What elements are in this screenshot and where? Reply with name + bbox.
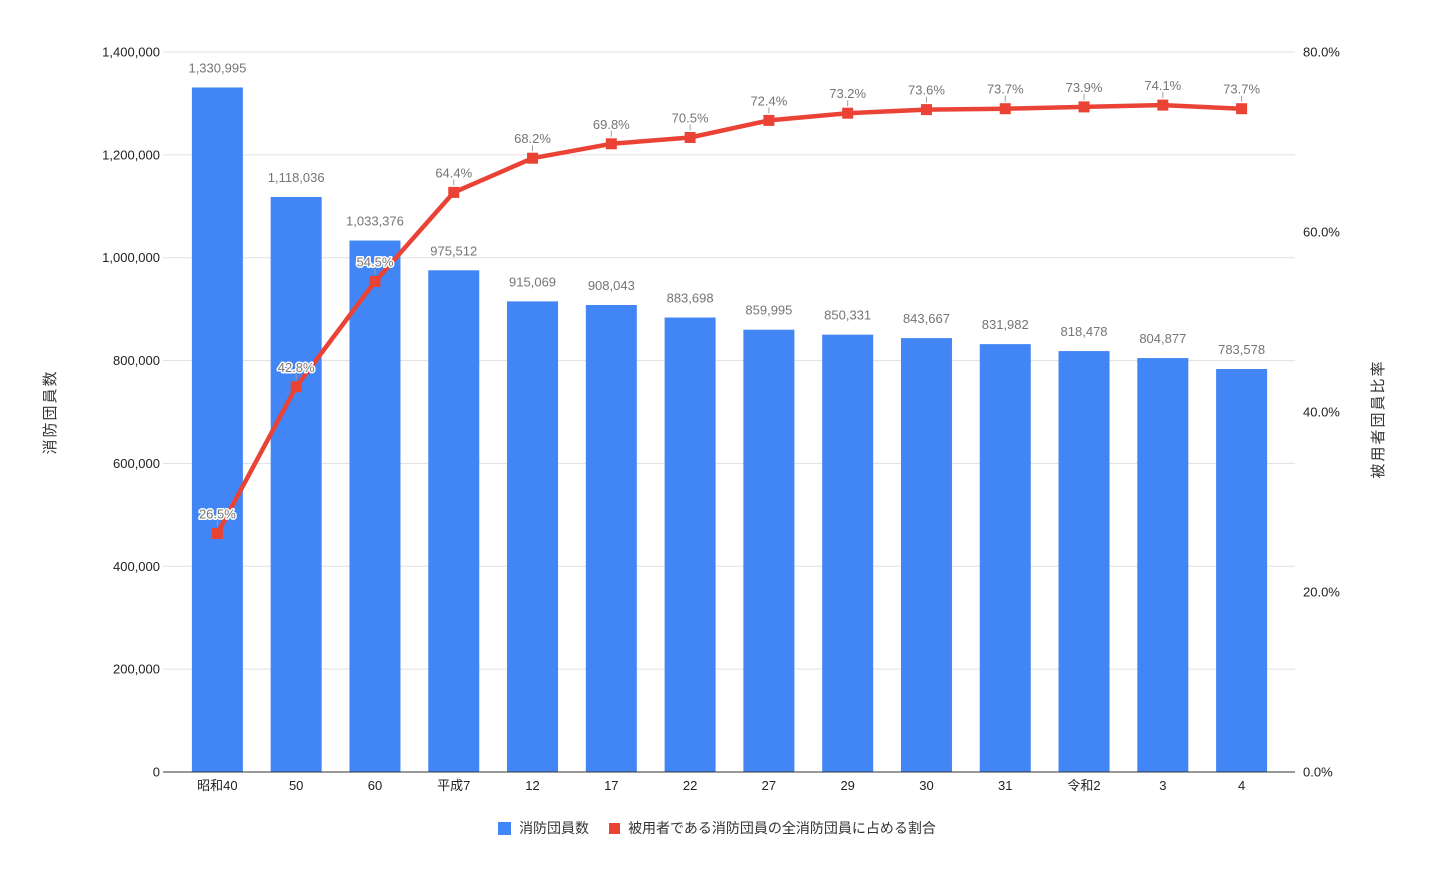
bar-value-label: 1,033,376 bbox=[346, 214, 404, 229]
bar-22 bbox=[664, 317, 716, 772]
bar-令和2 bbox=[1058, 351, 1110, 772]
bar-value-label: 783,578 bbox=[1218, 342, 1265, 357]
bar-平成7 bbox=[428, 270, 480, 772]
line-value-label: 74.1% bbox=[1144, 78, 1181, 93]
legend-item-ratio: 被用者である消防団員の全消防団員に占める割合 bbox=[609, 818, 936, 838]
bar-value-label: 804,877 bbox=[1139, 331, 1186, 346]
line-value-label: 73.9% bbox=[1066, 80, 1103, 95]
line-point-60 bbox=[369, 276, 381, 287]
legend-bar-swatch-icon bbox=[498, 821, 512, 835]
bar-29 bbox=[822, 334, 874, 772]
right-axis-tick: 80.0% bbox=[1303, 45, 1340, 60]
line-value-label: 73.7% bbox=[1223, 82, 1260, 97]
line-value-label: 70.5% bbox=[672, 111, 709, 126]
line-point-令和2 bbox=[1078, 101, 1090, 113]
x-axis-label-3: 3 bbox=[1159, 778, 1166, 793]
line-point-31 bbox=[999, 103, 1011, 115]
bar-value-label: 843,667 bbox=[903, 311, 950, 326]
bar-昭和40 bbox=[191, 87, 243, 773]
bar-27 bbox=[743, 329, 795, 772]
left-axis-tick: 200,000 bbox=[113, 662, 160, 677]
x-axis-label-22: 22 bbox=[683, 778, 697, 793]
line-value-label: 73.2% bbox=[829, 86, 866, 101]
line-value-label: 72.4% bbox=[750, 93, 787, 108]
bar-value-label: 818,478 bbox=[1061, 324, 1108, 339]
line-value-label: 69.8% bbox=[593, 117, 630, 132]
right-axis-tick: 40.0% bbox=[1303, 405, 1340, 420]
legend-item-members: 消防団員数 bbox=[498, 818, 589, 838]
x-axis-label-31: 31 bbox=[998, 778, 1012, 793]
bar-value-label: 850,331 bbox=[824, 308, 871, 323]
bar-4 bbox=[1216, 369, 1268, 772]
legend-label-members: 消防団員数 bbox=[519, 820, 590, 836]
left-axis-tick: 600,000 bbox=[113, 456, 160, 471]
bar-value-label: 831,982 bbox=[982, 317, 1029, 332]
x-axis-label-50: 50 bbox=[289, 778, 303, 793]
bar-value-label: 908,043 bbox=[588, 278, 635, 293]
line-point-29 bbox=[842, 107, 854, 119]
ratio-trend-line bbox=[215, 102, 1244, 536]
left-axis-tick: 1,200,000 bbox=[102, 147, 160, 162]
x-axis-label-17: 17 bbox=[604, 778, 618, 793]
line-value-label: 73.7% bbox=[987, 82, 1024, 97]
x-axis-label-30: 30 bbox=[919, 778, 933, 793]
line-value-label: 26.5% bbox=[199, 507, 236, 522]
right-axis-tick: 0.0% bbox=[1303, 765, 1333, 780]
x-axis-label-60: 60 bbox=[368, 778, 382, 793]
line-point-50 bbox=[290, 381, 302, 393]
x-axis-label-昭和40: 昭和40 bbox=[197, 778, 237, 793]
line-value-label: 73.6% bbox=[908, 83, 945, 98]
left-axis-title: 消防団員数 bbox=[42, 369, 59, 454]
left-axis-tick: 800,000 bbox=[113, 353, 160, 368]
x-axis-label-平成7: 平成7 bbox=[437, 778, 470, 793]
line-point-12 bbox=[527, 152, 539, 164]
line-value-label: 68.2% bbox=[514, 131, 551, 146]
line-point-4 bbox=[1236, 103, 1248, 115]
left-axis-tick: 400,000 bbox=[113, 559, 160, 574]
x-axis-label-12: 12 bbox=[525, 778, 539, 793]
chart-legend: 消防団員数 被用者である消防団員の全消防団員に占める割合 bbox=[0, 818, 1434, 838]
line-point-27 bbox=[763, 114, 775, 126]
line-value-label: 54.5% bbox=[357, 255, 394, 270]
bar-value-label: 975,512 bbox=[430, 243, 477, 258]
right-axis-tick: 20.0% bbox=[1303, 585, 1340, 600]
line-value-label: 64.4% bbox=[435, 165, 472, 180]
bar-60 bbox=[349, 240, 401, 772]
line-point-22 bbox=[684, 132, 696, 143]
x-axis-label-4: 4 bbox=[1238, 778, 1245, 793]
left-axis-tick: 1,000,000 bbox=[102, 250, 160, 265]
legend-label-ratio: 被用者である消防団員の全消防団員に占める割合 bbox=[628, 820, 936, 836]
bar-12 bbox=[507, 301, 559, 772]
x-axis-label-29: 29 bbox=[840, 778, 854, 793]
bar-31 bbox=[979, 344, 1031, 772]
line-point-3 bbox=[1157, 99, 1169, 111]
line-point-17 bbox=[605, 138, 617, 150]
x-axis-label-令和2: 令和2 bbox=[1067, 778, 1100, 793]
bar-value-label: 883,698 bbox=[667, 291, 714, 306]
right-axis-tick: 60.0% bbox=[1303, 225, 1340, 240]
bar-value-label: 1,118,036 bbox=[268, 170, 325, 185]
right-axis-title: 被用者団員比率 bbox=[1370, 359, 1387, 478]
line-point-昭和40 bbox=[211, 528, 223, 539]
bar-value-label: 1,330,995 bbox=[188, 60, 246, 75]
bar-value-label: 915,069 bbox=[509, 274, 556, 289]
bar-17 bbox=[585, 305, 637, 772]
left-axis-tick: 0 bbox=[153, 765, 160, 780]
line-point-30 bbox=[920, 104, 932, 116]
legend-line-swatch-icon bbox=[609, 822, 621, 834]
bar-50 bbox=[270, 197, 322, 772]
line-point-平成7 bbox=[448, 186, 460, 198]
left-axis-tick: 1,400,000 bbox=[102, 45, 160, 60]
bar-30 bbox=[900, 338, 952, 772]
x-axis-label-27: 27 bbox=[762, 778, 776, 793]
bar-value-label: 859,995 bbox=[745, 303, 792, 318]
line-value-label: 42.8% bbox=[278, 360, 315, 375]
bar-3 bbox=[1137, 358, 1189, 772]
